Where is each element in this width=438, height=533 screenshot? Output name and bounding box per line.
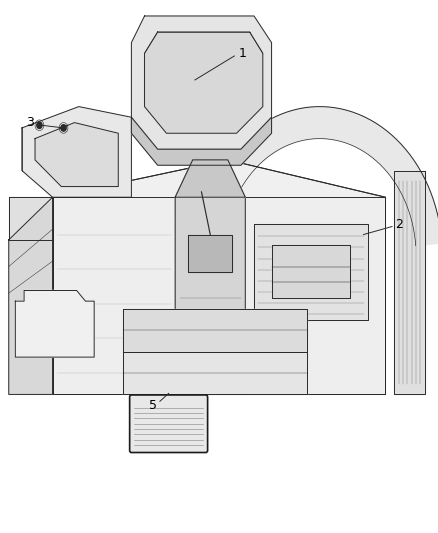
Polygon shape <box>131 117 272 165</box>
Polygon shape <box>175 160 245 197</box>
Polygon shape <box>145 32 263 133</box>
Text: 2: 2 <box>395 219 403 231</box>
Circle shape <box>37 122 42 128</box>
Polygon shape <box>131 16 272 149</box>
Circle shape <box>61 125 66 131</box>
Polygon shape <box>254 224 368 320</box>
FancyBboxPatch shape <box>130 395 208 453</box>
Polygon shape <box>394 171 425 394</box>
Polygon shape <box>188 235 232 272</box>
Polygon shape <box>9 197 53 394</box>
Polygon shape <box>35 123 118 187</box>
Polygon shape <box>53 160 385 394</box>
Polygon shape <box>9 197 53 240</box>
Text: 1: 1 <box>239 47 247 60</box>
Polygon shape <box>175 160 245 394</box>
Polygon shape <box>15 290 94 357</box>
Polygon shape <box>198 107 438 246</box>
Polygon shape <box>22 107 131 197</box>
Polygon shape <box>123 352 307 394</box>
Polygon shape <box>123 309 307 352</box>
Polygon shape <box>272 245 350 298</box>
Polygon shape <box>245 197 385 394</box>
Polygon shape <box>53 197 175 394</box>
Text: 3: 3 <box>26 116 34 129</box>
Text: 5: 5 <box>149 399 157 411</box>
